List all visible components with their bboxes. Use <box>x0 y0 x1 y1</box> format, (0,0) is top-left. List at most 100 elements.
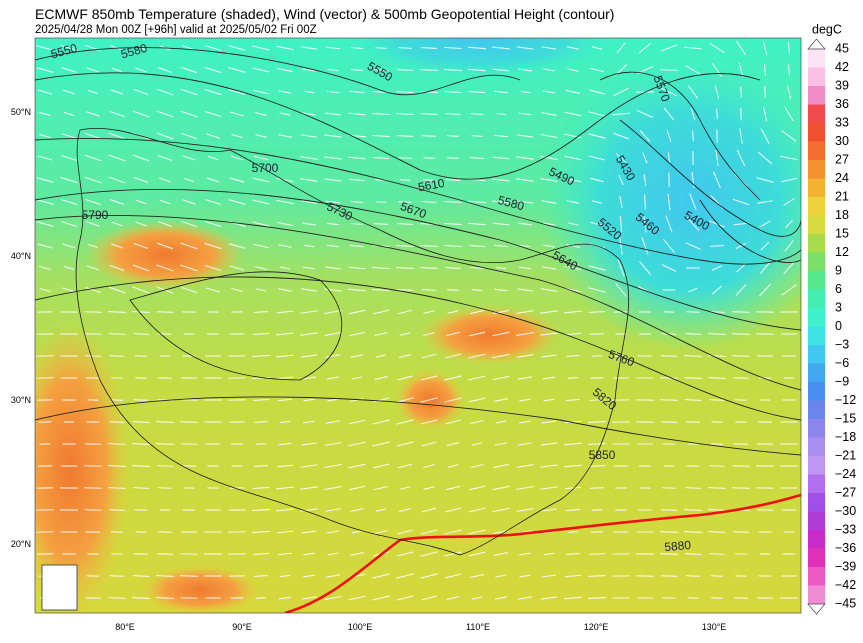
colorbar-swatch <box>808 86 825 105</box>
wind-arrow <box>717 109 718 119</box>
wind-arrow <box>133 334 148 335</box>
colorbar-label: 6 <box>835 282 842 296</box>
wind-arrow <box>765 86 766 98</box>
lat-label: 40°N <box>11 251 31 261</box>
colorbar-label: −3 <box>835 337 849 351</box>
wind-arrow <box>158 488 171 489</box>
colorbar-swatch <box>808 327 825 346</box>
wind-arrow <box>111 554 122 555</box>
colorbar-swatch <box>808 271 825 290</box>
colorbar-label: −24 <box>835 467 856 481</box>
wind-arrow <box>685 488 701 489</box>
wind-arrow <box>589 554 604 555</box>
colorbar-swatch <box>808 253 825 272</box>
wind-arrow <box>732 356 749 357</box>
wind-arrow <box>108 334 125 335</box>
wind-arrow <box>36 356 54 357</box>
wind-arrow <box>732 334 750 335</box>
contour-label: 5790 <box>82 208 109 222</box>
wind-arrow <box>111 532 123 533</box>
colorbar-label: 21 <box>835 189 849 203</box>
warm-area <box>140 565 260 615</box>
lon-label: 100°E <box>348 622 373 632</box>
lat-label: 50°N <box>11 107 31 117</box>
wind-arrow <box>36 510 54 511</box>
colorbar-label: 24 <box>835 171 849 185</box>
colorbar-label: −42 <box>835 578 856 592</box>
wind-arrow <box>661 576 677 577</box>
contour-label: 5850 <box>589 448 616 462</box>
colorbar-label: −33 <box>835 522 856 536</box>
wind-arrow <box>157 312 173 313</box>
cold-area <box>540 50 840 350</box>
colorbar-label: −45 <box>835 596 856 610</box>
colorbar-label: −39 <box>835 559 856 573</box>
colorbar-swatch <box>808 419 825 438</box>
inset-box <box>42 565 77 610</box>
wind-arrow <box>741 86 742 97</box>
colorbar-label: 39 <box>835 78 849 92</box>
wind-arrow <box>662 598 676 599</box>
wind-arrow <box>472 290 482 291</box>
wind-arrow <box>733 532 749 533</box>
wind-arrow <box>421 202 436 203</box>
wind-arrow <box>133 488 149 489</box>
colorbar-label: −27 <box>835 485 856 499</box>
wind-arrow <box>660 378 678 379</box>
warm-area <box>420 305 560 365</box>
wind-arrow <box>660 70 678 71</box>
wind-arrow <box>111 378 123 379</box>
colorbar-label: −30 <box>835 504 856 518</box>
wind-arrow <box>134 400 148 401</box>
wind-arrow <box>447 158 459 159</box>
wind-arrow <box>84 488 102 489</box>
wind-arrow <box>711 422 722 423</box>
colorbar-swatch <box>808 345 825 364</box>
wind-arrow <box>661 510 677 511</box>
wind-arrow <box>711 576 723 577</box>
wind-arrow <box>734 444 749 445</box>
colorbar-swatch <box>808 142 825 161</box>
wind-arrow <box>710 400 725 401</box>
colorbar-swatch <box>808 438 825 457</box>
colorbar-cap <box>808 39 825 49</box>
wind-arrow <box>733 466 750 467</box>
colorbar-swatch <box>808 179 825 198</box>
wind-arrow <box>135 378 146 379</box>
wind-arrow <box>590 334 604 335</box>
wind-arrow <box>711 444 723 445</box>
wind-arrow <box>134 554 148 555</box>
colorbar-label: 18 <box>835 208 849 222</box>
subtitle: 2025/04/28 Mon 00Z [+96h] valid at 2025/… <box>35 24 317 36</box>
wind-arrow <box>685 334 701 335</box>
colorbar-label: 12 <box>835 245 849 259</box>
wind-arrow <box>180 576 198 577</box>
wind-arrow <box>591 532 603 533</box>
wind-arrow <box>84 334 102 335</box>
colorbar-swatch <box>808 105 825 124</box>
colorbar-swatch <box>808 475 825 494</box>
wind-arrow <box>135 356 147 357</box>
wind-arrow <box>136 532 147 533</box>
colorbar-swatch <box>808 493 825 512</box>
lon-label: 80°E <box>115 622 135 632</box>
wind-arrow <box>447 136 459 137</box>
colorbar-swatch <box>808 530 825 549</box>
colorbar-swatch <box>808 308 825 327</box>
map <box>10 0 840 620</box>
wind-arrow <box>109 422 124 423</box>
lon-label: 90°E <box>232 622 252 632</box>
colorbar-swatch <box>808 49 825 68</box>
colorbar-label: 45 <box>835 41 849 55</box>
colorbar-swatch <box>808 567 825 586</box>
wind-arrow <box>661 356 678 357</box>
wind-arrow <box>686 576 700 577</box>
lat-label: 30°N <box>11 395 31 405</box>
wind-arrow <box>733 378 748 379</box>
contour-label: 5700 <box>252 161 279 175</box>
colorbar-label: −18 <box>835 430 856 444</box>
colorbar-swatch <box>808 216 825 235</box>
colorbar-swatch <box>808 290 825 309</box>
colorbar-unit: degC <box>812 22 842 36</box>
wind-arrow <box>256 598 266 599</box>
